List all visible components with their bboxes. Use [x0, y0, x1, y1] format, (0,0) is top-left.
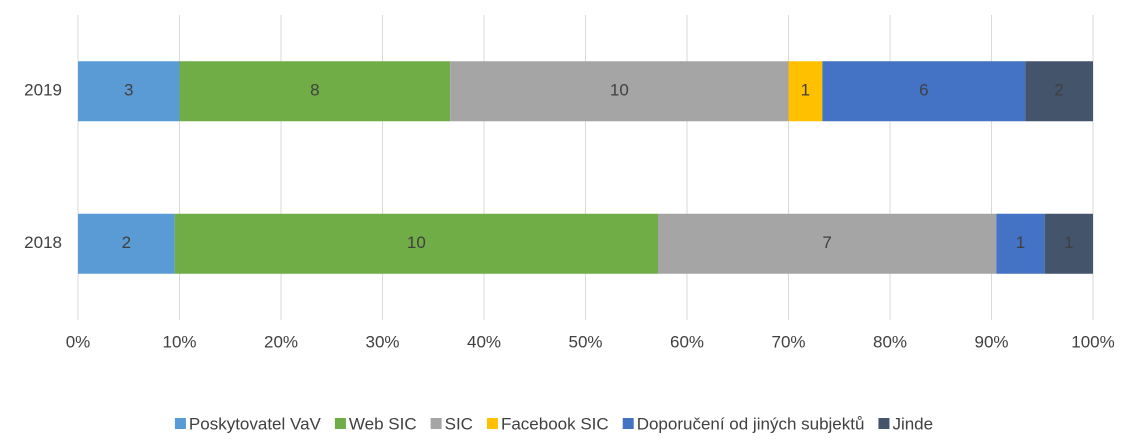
x-tick-label: 80% [873, 332, 907, 351]
legend-swatch [430, 418, 442, 429]
y-tick-label: 2019 [24, 81, 62, 100]
x-tick-label: 10% [162, 332, 196, 351]
x-tick-label: 50% [568, 332, 602, 351]
x-tick-label: 60% [670, 332, 704, 351]
data-label: 1 [1016, 233, 1025, 252]
legend-label: SIC [445, 414, 473, 433]
data-label: 10 [407, 233, 426, 252]
bar-segment [174, 213, 658, 274]
data-label: 1 [1064, 233, 1073, 252]
bar-segment [788, 61, 823, 122]
x-tick-label: 70% [771, 332, 805, 351]
bar-segment [450, 61, 789, 122]
legend-label: Jinde [892, 414, 933, 433]
legend-swatch [334, 418, 346, 429]
legend-swatch [622, 418, 634, 429]
y-tick-label: 2018 [24, 233, 62, 252]
legend-label: Doporučení od jiných subjektů [637, 414, 865, 433]
data-label: 3 [124, 81, 133, 100]
legend-swatch [174, 418, 186, 429]
bar-segment [78, 61, 180, 122]
bar-segment [78, 213, 175, 274]
legend-label: Poskytovatel VaV [189, 414, 322, 433]
data-label: 8 [310, 81, 319, 100]
data-label: 6 [919, 81, 928, 100]
data-label: 1 [801, 81, 810, 100]
bar-segment [179, 61, 451, 122]
data-label: 2 [1054, 81, 1063, 100]
x-tick-label: 30% [365, 332, 399, 351]
bar-segment [1025, 61, 1093, 122]
data-label: 2 [122, 233, 131, 252]
legend-label: Web SIC [349, 414, 417, 433]
x-tick-label: 90% [974, 332, 1008, 351]
legend-label: Facebook SIC [501, 414, 609, 433]
x-tick-label: 0% [66, 332, 91, 351]
data-label: 10 [610, 81, 629, 100]
x-tick-label: 20% [264, 332, 298, 351]
bar-segment [996, 213, 1045, 274]
legend-swatch [878, 418, 890, 429]
bar-segment [1044, 213, 1093, 274]
bar-segment [822, 61, 1026, 122]
x-tick-label: 40% [467, 332, 501, 351]
data-label: 7 [822, 233, 831, 252]
x-tick-label: 100% [1071, 332, 1114, 351]
legend-swatch [486, 418, 498, 429]
bar-segment [658, 213, 997, 274]
